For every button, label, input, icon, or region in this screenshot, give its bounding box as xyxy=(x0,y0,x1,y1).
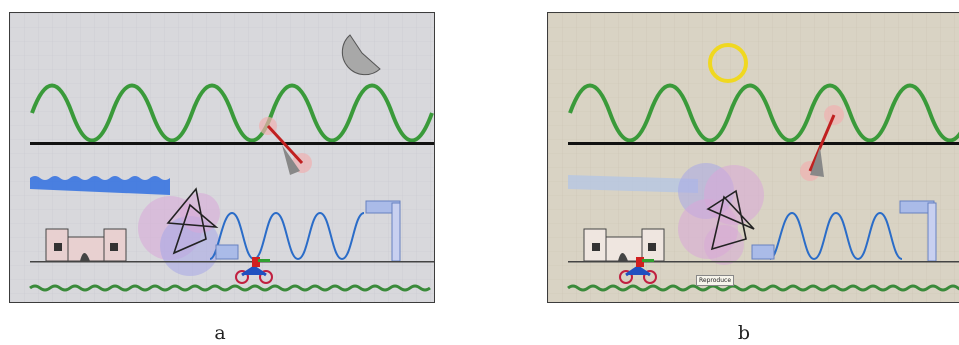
castle xyxy=(583,228,665,262)
scene-b xyxy=(548,13,959,302)
pendulum-weight xyxy=(282,145,300,175)
green-sine-wave xyxy=(30,83,434,143)
scene-a xyxy=(10,13,434,302)
caption-b: b xyxy=(737,322,751,344)
grass-strip xyxy=(567,284,959,292)
caption-a: a xyxy=(214,322,226,344)
spring-wave xyxy=(209,211,365,261)
panel-a xyxy=(9,12,435,303)
blue-block xyxy=(751,244,775,260)
green-sine-wave xyxy=(568,83,959,143)
pendulum-arm xyxy=(266,124,304,165)
panel-b: Reproduce xyxy=(547,12,959,303)
pendulum-arm xyxy=(808,114,836,172)
blue-tower xyxy=(391,202,401,262)
pendulum-weight xyxy=(810,147,824,177)
ground-line xyxy=(568,261,959,263)
ocean xyxy=(568,175,698,193)
motorbike xyxy=(235,257,273,284)
blue-tower xyxy=(927,202,937,262)
black-rail xyxy=(30,142,434,145)
ocean xyxy=(30,176,170,195)
reproduce-tooltip[interactable]: Reproduce xyxy=(696,275,735,286)
blue-block xyxy=(215,244,239,260)
black-rail xyxy=(568,142,959,145)
motorbike xyxy=(619,257,657,284)
lissajous-figure xyxy=(166,187,219,255)
castle xyxy=(45,228,127,262)
spring-wave xyxy=(769,211,903,261)
grass-strip xyxy=(29,284,431,292)
ground-line xyxy=(30,261,434,263)
sun-icon xyxy=(708,43,748,83)
lissajous-figure xyxy=(706,189,755,251)
moon-icon xyxy=(341,34,381,76)
